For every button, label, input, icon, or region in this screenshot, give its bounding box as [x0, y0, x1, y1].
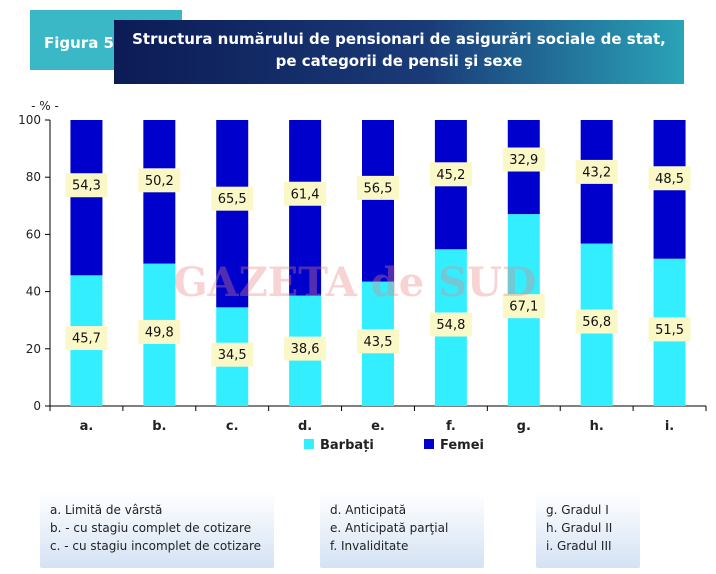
bar-femei-2 — [216, 120, 249, 308]
legend-item-f: f. Invaliditate — [330, 539, 409, 553]
chart-title-line-1: Structura numărului de pensionari de asi… — [132, 30, 666, 48]
legend-swatch-1 — [424, 439, 434, 449]
y-tick-label-60: 60 — [26, 227, 41, 241]
data-label-femei-bg-5 — [429, 162, 472, 187]
data-label-barbati-5: 54,8 — [436, 318, 465, 333]
data-label-femei-5: 45,2 — [436, 168, 465, 183]
x-tick-label-2: c. — [226, 419, 239, 434]
data-label-barbati-bg-3 — [284, 336, 327, 361]
x-tick-label-8: i. — [665, 419, 674, 434]
data-label-barbati-0: 45,7 — [72, 332, 101, 347]
legend-item-e: e. Anticipată parţial — [330, 521, 449, 535]
data-label-femei-bg-6 — [502, 147, 545, 172]
y-tick-label-0: 0 — [33, 399, 41, 413]
y-tick-label-40: 40 — [26, 285, 41, 299]
legend-item-i: i. Gradul III — [546, 539, 612, 553]
data-label-femei-bg-7 — [575, 159, 618, 184]
legend-item-g: g. Gradul I — [546, 503, 609, 517]
category-legend-box-3: g. Gradul I h. Gradul II i. Gradul III — [536, 492, 640, 568]
data-label-barbati-bg-2 — [211, 342, 254, 367]
data-label-barbati-7: 56,8 — [582, 315, 611, 330]
chart-title: Structura numărului de pensionari de asi… — [122, 28, 676, 72]
x-tick-label-4: e. — [371, 419, 385, 434]
x-tick-label-0: a. — [80, 419, 94, 434]
data-label-femei-bg-2 — [211, 186, 254, 211]
data-label-barbati-bg-0 — [65, 326, 108, 351]
legend-item-c: c. - cu stagiu incomplet de cotizare — [50, 539, 261, 553]
data-label-femei-2: 65,5 — [218, 192, 247, 207]
data-label-femei-bg-4 — [357, 175, 399, 200]
figure-number: Figura 5 — [44, 34, 114, 52]
figure-header: Figura 5 Structura numărului de pensiona… — [30, 10, 684, 84]
data-label-barbati-4: 43,5 — [364, 335, 393, 350]
data-label-femei-7: 43,2 — [582, 165, 611, 180]
y-tick-label-80: 80 — [26, 170, 41, 184]
legend-item-h: h. Gradul II — [546, 521, 613, 535]
data-label-femei-8: 48,5 — [655, 172, 684, 187]
series-legend: Barbați Femei — [304, 438, 484, 453]
title-box — [114, 20, 684, 84]
x-tick-label-6: g. — [517, 419, 531, 434]
data-label-barbati-2: 34,5 — [218, 348, 247, 363]
y-tick-label-20: 20 — [26, 342, 41, 356]
bar-femei-3 — [289, 120, 322, 296]
data-label-barbati-3: 38,6 — [291, 342, 320, 357]
watermark: GAZETA de SUD — [173, 259, 536, 306]
legend-label-1: Femei — [440, 438, 484, 453]
y-axis-unit-label: - % - — [31, 99, 59, 113]
data-label-femei-4: 56,5 — [364, 181, 393, 196]
data-label-femei-bg-3 — [284, 181, 327, 206]
data-label-barbati-6: 67,1 — [509, 300, 538, 315]
data-label-barbati-bg-6 — [502, 294, 545, 319]
data-label-femei-3: 61,4 — [291, 187, 320, 202]
data-label-femei-6: 32,9 — [509, 153, 538, 168]
category-legend-box-1: a. Limită de vârstă b. - cu stagiu compl… — [40, 492, 274, 568]
bar-femei-4 — [362, 120, 394, 282]
data-label-femei-0: 54,3 — [72, 179, 101, 194]
data-label-barbati-1: 49,8 — [145, 325, 174, 340]
data-label-femei-bg-0 — [65, 173, 108, 198]
data-label-femei-bg-1 — [138, 168, 181, 193]
category-legend-box-2: d. Anticipată e. Anticipată parţial f. I… — [320, 492, 484, 568]
legend-swatch-0 — [304, 439, 314, 449]
data-label-barbati-bg-1 — [138, 319, 181, 344]
x-tick-label-7: h. — [590, 419, 604, 434]
data-label-barbati-bg-7 — [575, 309, 618, 334]
data-label-femei-1: 50,2 — [145, 174, 174, 189]
data-label-femei-bg-8 — [648, 166, 691, 191]
data-label-barbati-bg-5 — [429, 312, 472, 337]
legend-item-a: a. Limită de vârstă — [50, 503, 163, 517]
legend-label-0: Barbați — [320, 438, 374, 453]
legend-item-b: b. - cu stagiu complet de cotizare — [50, 521, 252, 535]
bar-femei-0 — [70, 120, 103, 276]
legend-item-d: d. Anticipată — [330, 503, 407, 517]
stacked-bar-chart: - % - 0 20 40 60 80 100 a. b. c. d. e. f. g. h. i. 45,7… — [18, 99, 707, 453]
data-label-barbati-bg-4 — [357, 329, 399, 354]
data-label-barbati-bg-8 — [648, 317, 691, 342]
x-tick-label-5: f. — [446, 419, 456, 434]
y-tick-label-100: 100 — [18, 113, 41, 127]
x-tick-label-1: b. — [152, 419, 166, 434]
chart-title-line-2: pe categorii de pensii şi sexe — [275, 52, 523, 70]
data-label-barbati-8: 51,5 — [655, 323, 684, 338]
x-tick-label-3: d. — [298, 419, 312, 434]
